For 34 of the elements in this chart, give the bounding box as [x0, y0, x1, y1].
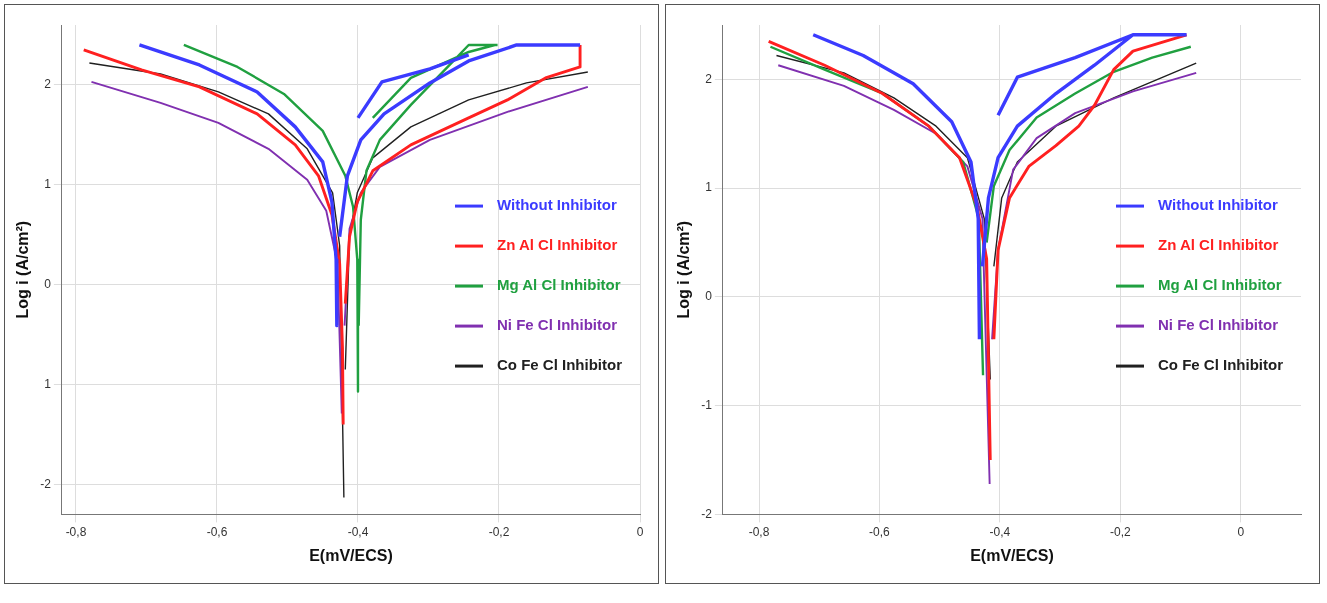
- legend-label: Mg Al Cl Inhibitor: [497, 276, 621, 294]
- x-tick-label: -0,2: [1109, 524, 1131, 539]
- legend-label: Mg Al Cl Inhibitor: [1158, 276, 1282, 294]
- x-tick-label: -0,4: [347, 524, 369, 539]
- x-axis-title: E(mV/ECS): [309, 546, 393, 564]
- legend-label: Without Inhibitor: [1158, 196, 1278, 214]
- y-tick-label: 0: [44, 276, 52, 291]
- y-tick-label: 2: [44, 77, 52, 92]
- x-tick-label: 0: [1237, 524, 1245, 539]
- y-tick-label: 0: [705, 289, 713, 304]
- x-tick-label: -0,4: [989, 524, 1011, 539]
- legend-label: Ni Fe Cl Inhibitor: [497, 316, 618, 334]
- x-axis-title: E(mV/ECS): [970, 546, 1054, 564]
- y-tick-label: 1: [44, 177, 52, 192]
- y-tick-label: 2: [705, 71, 713, 86]
- legend-label: Without Inhibitor: [497, 196, 617, 214]
- legend-label: Co Fe Cl Inhibitor: [497, 356, 623, 374]
- x-tick-label: -0,8: [748, 524, 770, 539]
- y-tick-label: -2: [40, 476, 52, 491]
- y-tick-label: 1: [44, 376, 52, 391]
- x-tick-label: 0: [636, 524, 644, 539]
- legend-label: Zn Al Cl Inhibitor: [1158, 236, 1279, 254]
- y-axis-title: Log i (A/cm²): [675, 220, 693, 319]
- y-tick-label: 1: [705, 180, 713, 195]
- x-tick-label: -0,6: [869, 524, 891, 539]
- x-tick-label: -0,6: [206, 524, 228, 539]
- y-tick-label: -1: [701, 397, 713, 412]
- y-axis-title: Log i (A/cm²): [14, 220, 32, 319]
- legend-label: Zn Al Cl Inhibitor: [497, 236, 618, 254]
- legend-label: Co Fe Cl Inhibitor: [1158, 356, 1284, 374]
- x-tick-label: -0,8: [65, 524, 87, 539]
- x-tick-label: -0,2: [488, 524, 510, 539]
- legend-label: Ni Fe Cl Inhibitor: [1158, 316, 1279, 334]
- y-tick-label: -2: [701, 506, 713, 521]
